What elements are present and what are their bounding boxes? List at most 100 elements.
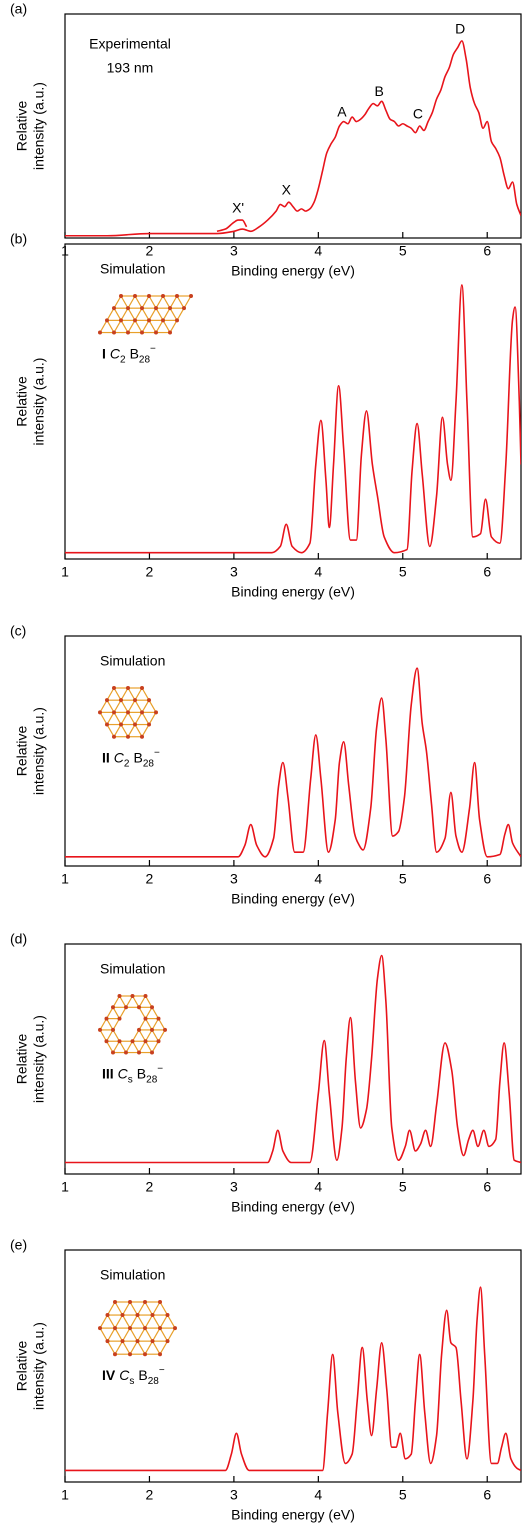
charge: − xyxy=(159,1365,165,1376)
panel-note: Simulation xyxy=(100,653,165,669)
structure-bond xyxy=(100,1328,108,1341)
structure-atom xyxy=(150,1028,154,1032)
structure-icon xyxy=(98,686,158,739)
structure-atom xyxy=(121,1339,125,1343)
isomer-numeral: I xyxy=(102,345,106,361)
peak-label: D xyxy=(455,20,465,36)
panel: (d)123456Binding energy (eV)Relativeinte… xyxy=(10,931,521,1215)
structure-bond xyxy=(142,700,149,712)
structure-bond xyxy=(108,1328,116,1341)
structure-bond xyxy=(108,1341,116,1354)
structure-atom xyxy=(119,318,123,322)
structure-bond xyxy=(142,296,149,308)
x-tick-label: 5 xyxy=(399,871,407,887)
structure-atom xyxy=(166,1313,170,1317)
structure-icon xyxy=(98,1300,177,1356)
structure-atom xyxy=(136,1339,140,1343)
structure-bond xyxy=(100,712,107,724)
panel: (e)123456Binding energy (eV)Relativeinte… xyxy=(10,1237,521,1523)
structure-atom xyxy=(168,306,172,310)
structure-bond xyxy=(107,308,114,320)
structure-bond xyxy=(100,700,107,712)
plot-frame xyxy=(65,1250,521,1482)
structure-atom xyxy=(133,698,137,702)
structure-bond xyxy=(184,296,191,308)
structure-atom xyxy=(111,1051,115,1055)
structure-bond xyxy=(135,320,142,332)
structure-atom xyxy=(133,318,137,322)
structure-atom xyxy=(137,1051,141,1055)
panel-note: Simulation xyxy=(100,261,165,277)
formula-sub: 28 xyxy=(139,355,151,366)
peak-label: C xyxy=(413,106,423,122)
x-tick-label: 3 xyxy=(230,564,238,580)
y-axis-title: Relativeintensity (a.u.) xyxy=(13,1322,46,1410)
peak-label: B xyxy=(374,83,383,99)
structure-atom xyxy=(128,1300,132,1304)
spectrum-line xyxy=(65,285,521,553)
structure-bond xyxy=(168,1315,176,1328)
structure-bond xyxy=(142,688,149,700)
structure-atom xyxy=(158,1352,162,1356)
structure-bond xyxy=(142,725,149,737)
structure-bond xyxy=(121,712,128,724)
y-axis-title: Relativeintensity (a.u.) xyxy=(13,707,46,795)
panel-note: Simulation xyxy=(100,961,165,977)
structure-bond xyxy=(128,725,135,737)
structure-atom xyxy=(144,994,148,998)
structure-bond xyxy=(153,1341,161,1354)
structure-bond xyxy=(135,712,142,724)
x-tick-label: 2 xyxy=(146,564,154,580)
structure-atom xyxy=(147,294,151,298)
structure-bond xyxy=(130,1328,138,1341)
structure-atom xyxy=(137,1028,141,1032)
structure-bond xyxy=(145,1328,153,1341)
point-group-sub: s xyxy=(128,1075,133,1086)
figure: (a)123456Binding energy (eV)Relativeinte… xyxy=(0,0,522,1535)
plot-frame xyxy=(65,244,521,559)
structure-bond xyxy=(153,1315,161,1328)
structure-atom xyxy=(133,723,137,727)
formula: B xyxy=(137,1065,146,1081)
structure-atom xyxy=(143,1300,147,1304)
structure-atom xyxy=(106,1339,110,1343)
structure-bond xyxy=(163,320,170,332)
structure-atom xyxy=(98,331,102,335)
structure-bond xyxy=(128,320,135,332)
structure-bond xyxy=(135,296,142,308)
x-tick-label: 4 xyxy=(314,564,322,580)
structure-bond xyxy=(114,296,121,308)
structure-bond xyxy=(149,700,156,712)
structure-bond xyxy=(128,296,135,308)
structure-bond xyxy=(135,688,142,700)
structure-atom xyxy=(137,1005,141,1009)
panel-label: (b) xyxy=(10,231,27,247)
structure-bond xyxy=(149,712,156,724)
structure-atom xyxy=(105,318,109,322)
structure-atom xyxy=(112,686,116,690)
formula-sub: 28 xyxy=(148,1376,160,1387)
structure-atom xyxy=(128,1352,132,1356)
isomer-label: IIC2B28− xyxy=(102,748,160,770)
structure-atom xyxy=(118,994,122,998)
structure-atom xyxy=(119,698,123,702)
structure-atom xyxy=(140,306,144,310)
structure-bond xyxy=(168,1328,176,1341)
structure-bond xyxy=(121,320,128,332)
structure-atom xyxy=(150,1005,154,1009)
structure-atom xyxy=(144,1017,148,1021)
structure-atom xyxy=(105,723,109,727)
structure-atom xyxy=(121,1313,125,1317)
structure-atom xyxy=(158,1326,162,1330)
structure-atom xyxy=(111,1028,115,1032)
structure-bond xyxy=(160,1315,168,1328)
x-tick-label: 5 xyxy=(399,1487,407,1503)
point-group-sub: 2 xyxy=(120,355,126,366)
structure-icon xyxy=(98,994,167,1055)
charge: − xyxy=(157,1064,163,1075)
structure-atom xyxy=(157,1039,161,1043)
peak-label: X' xyxy=(232,200,244,216)
structure-atom xyxy=(113,1300,117,1304)
x-tick-label: 2 xyxy=(146,1179,154,1195)
panel-label: (a) xyxy=(10,1,27,17)
